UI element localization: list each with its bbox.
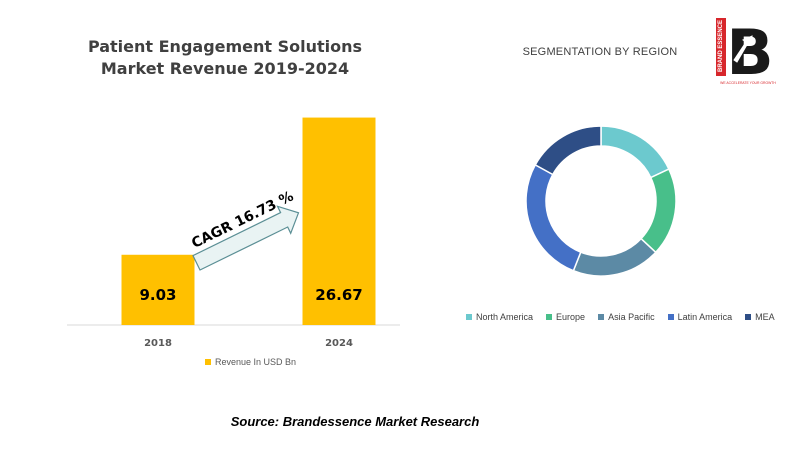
logo-red-band	[716, 18, 726, 76]
legend-swatch	[598, 314, 605, 320]
donut-chart-legend: North America Europe Asia Pacific Latin Ame…	[466, 312, 775, 322]
logo-arrow-icon	[733, 35, 753, 63]
bar-chart-title-line1: Patient Engagement Solutions	[87, 37, 363, 56]
legend-swatch	[546, 314, 553, 320]
legend-label: Asia Pacific	[608, 312, 655, 322]
legend-label: MEA	[755, 312, 775, 322]
bar-chart-title-line2: Market Revenue 2019-2024	[100, 59, 350, 78]
donut-slice-latin-america	[525, 163, 582, 272]
legend-label: North America	[476, 312, 534, 322]
donut-slice-mea	[534, 125, 602, 176]
donut-slice-north-america	[600, 125, 670, 179]
donut-slice-europe	[640, 168, 677, 254]
legend-item: MEA	[745, 312, 775, 322]
bar-chart-legend: Revenue In USD Bn	[205, 357, 296, 367]
legend-swatch	[745, 314, 752, 320]
logo-letter: B	[726, 16, 773, 86]
legend-label: Latin America	[677, 312, 733, 322]
bar-legend-label: Revenue In USD Bn	[215, 357, 297, 367]
brand-logo: BRAND ESSENCE B WE ACCELERATE YOUR GROWT…	[716, 16, 780, 89]
logo-vertical-text: BRAND ESSENCE	[718, 20, 724, 72]
logo-tagline: WE ACCELERATE YOUR GROWTH	[720, 81, 776, 85]
cagr-arrow-icon	[192, 205, 300, 271]
bar-legend-swatch	[205, 359, 211, 365]
bar-value-label: 9.03	[139, 286, 176, 304]
bar-2018	[121, 254, 195, 325]
bar-chart-title: Patient Engagement Solutions Market Reve…	[60, 36, 390, 80]
bar-value-label: 26.67	[315, 286, 362, 304]
x-tick-label: 2024	[325, 338, 353, 349]
x-tick-label: 2018	[144, 338, 172, 349]
source-note: Source: Brandessence Market Research	[230, 414, 480, 429]
donut-slice-asia-pacific	[572, 237, 657, 277]
legend-item: Asia Pacific	[598, 312, 655, 322]
legend-item: Europe	[546, 312, 585, 322]
legend-label: Europe	[556, 312, 586, 322]
legend-swatch	[466, 314, 472, 320]
legend-item: Latin America	[667, 312, 733, 322]
legend-item: North America	[466, 312, 533, 322]
donut-chart-title: SEGMENTATION BY REGION	[522, 46, 678, 58]
bar-2024	[302, 117, 376, 325]
legend-swatch	[667, 314, 674, 320]
